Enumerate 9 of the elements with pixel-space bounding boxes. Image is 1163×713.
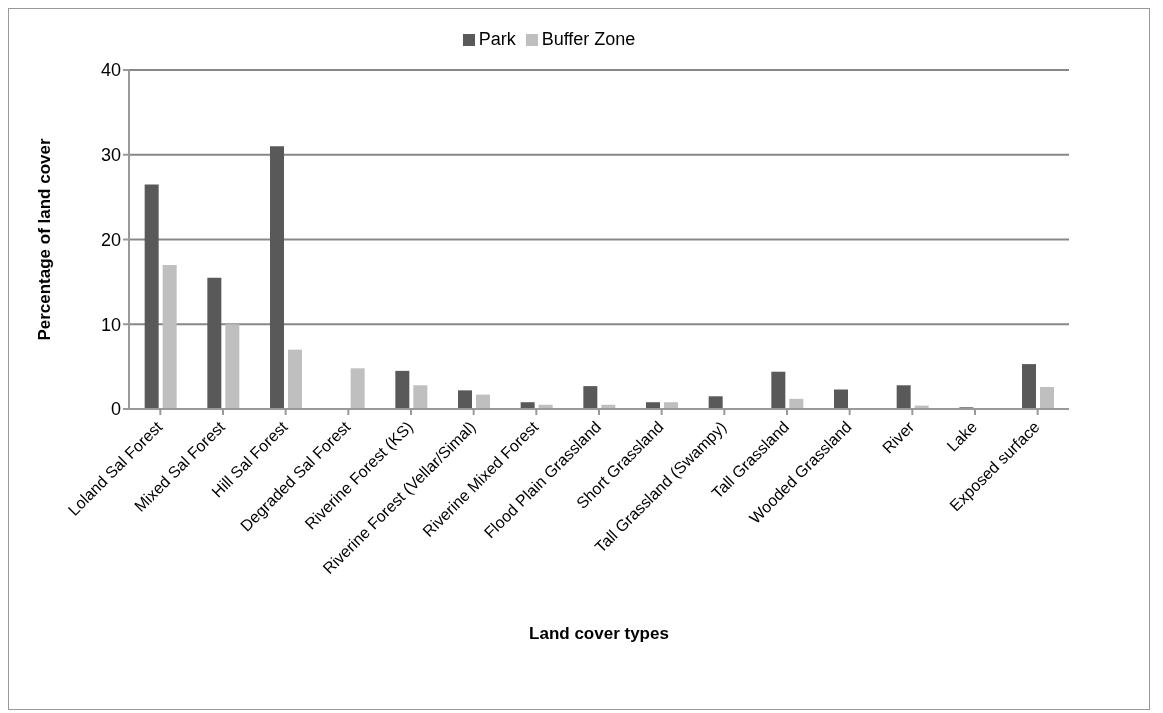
x-axis-title: Land cover types [529, 624, 669, 643]
y-tick-label: 20 [100, 229, 121, 250]
y-tick-label: 10 [100, 314, 121, 335]
y-tick-label: 30 [100, 145, 121, 166]
y-tick-label: 40 [100, 60, 121, 81]
y-axis-title: Percentage of land cover [35, 138, 55, 341]
legend-label: Park [478, 29, 516, 49]
y-tick-label: 0 [110, 399, 121, 420]
legend-label: Buffer Zone [541, 29, 636, 49]
